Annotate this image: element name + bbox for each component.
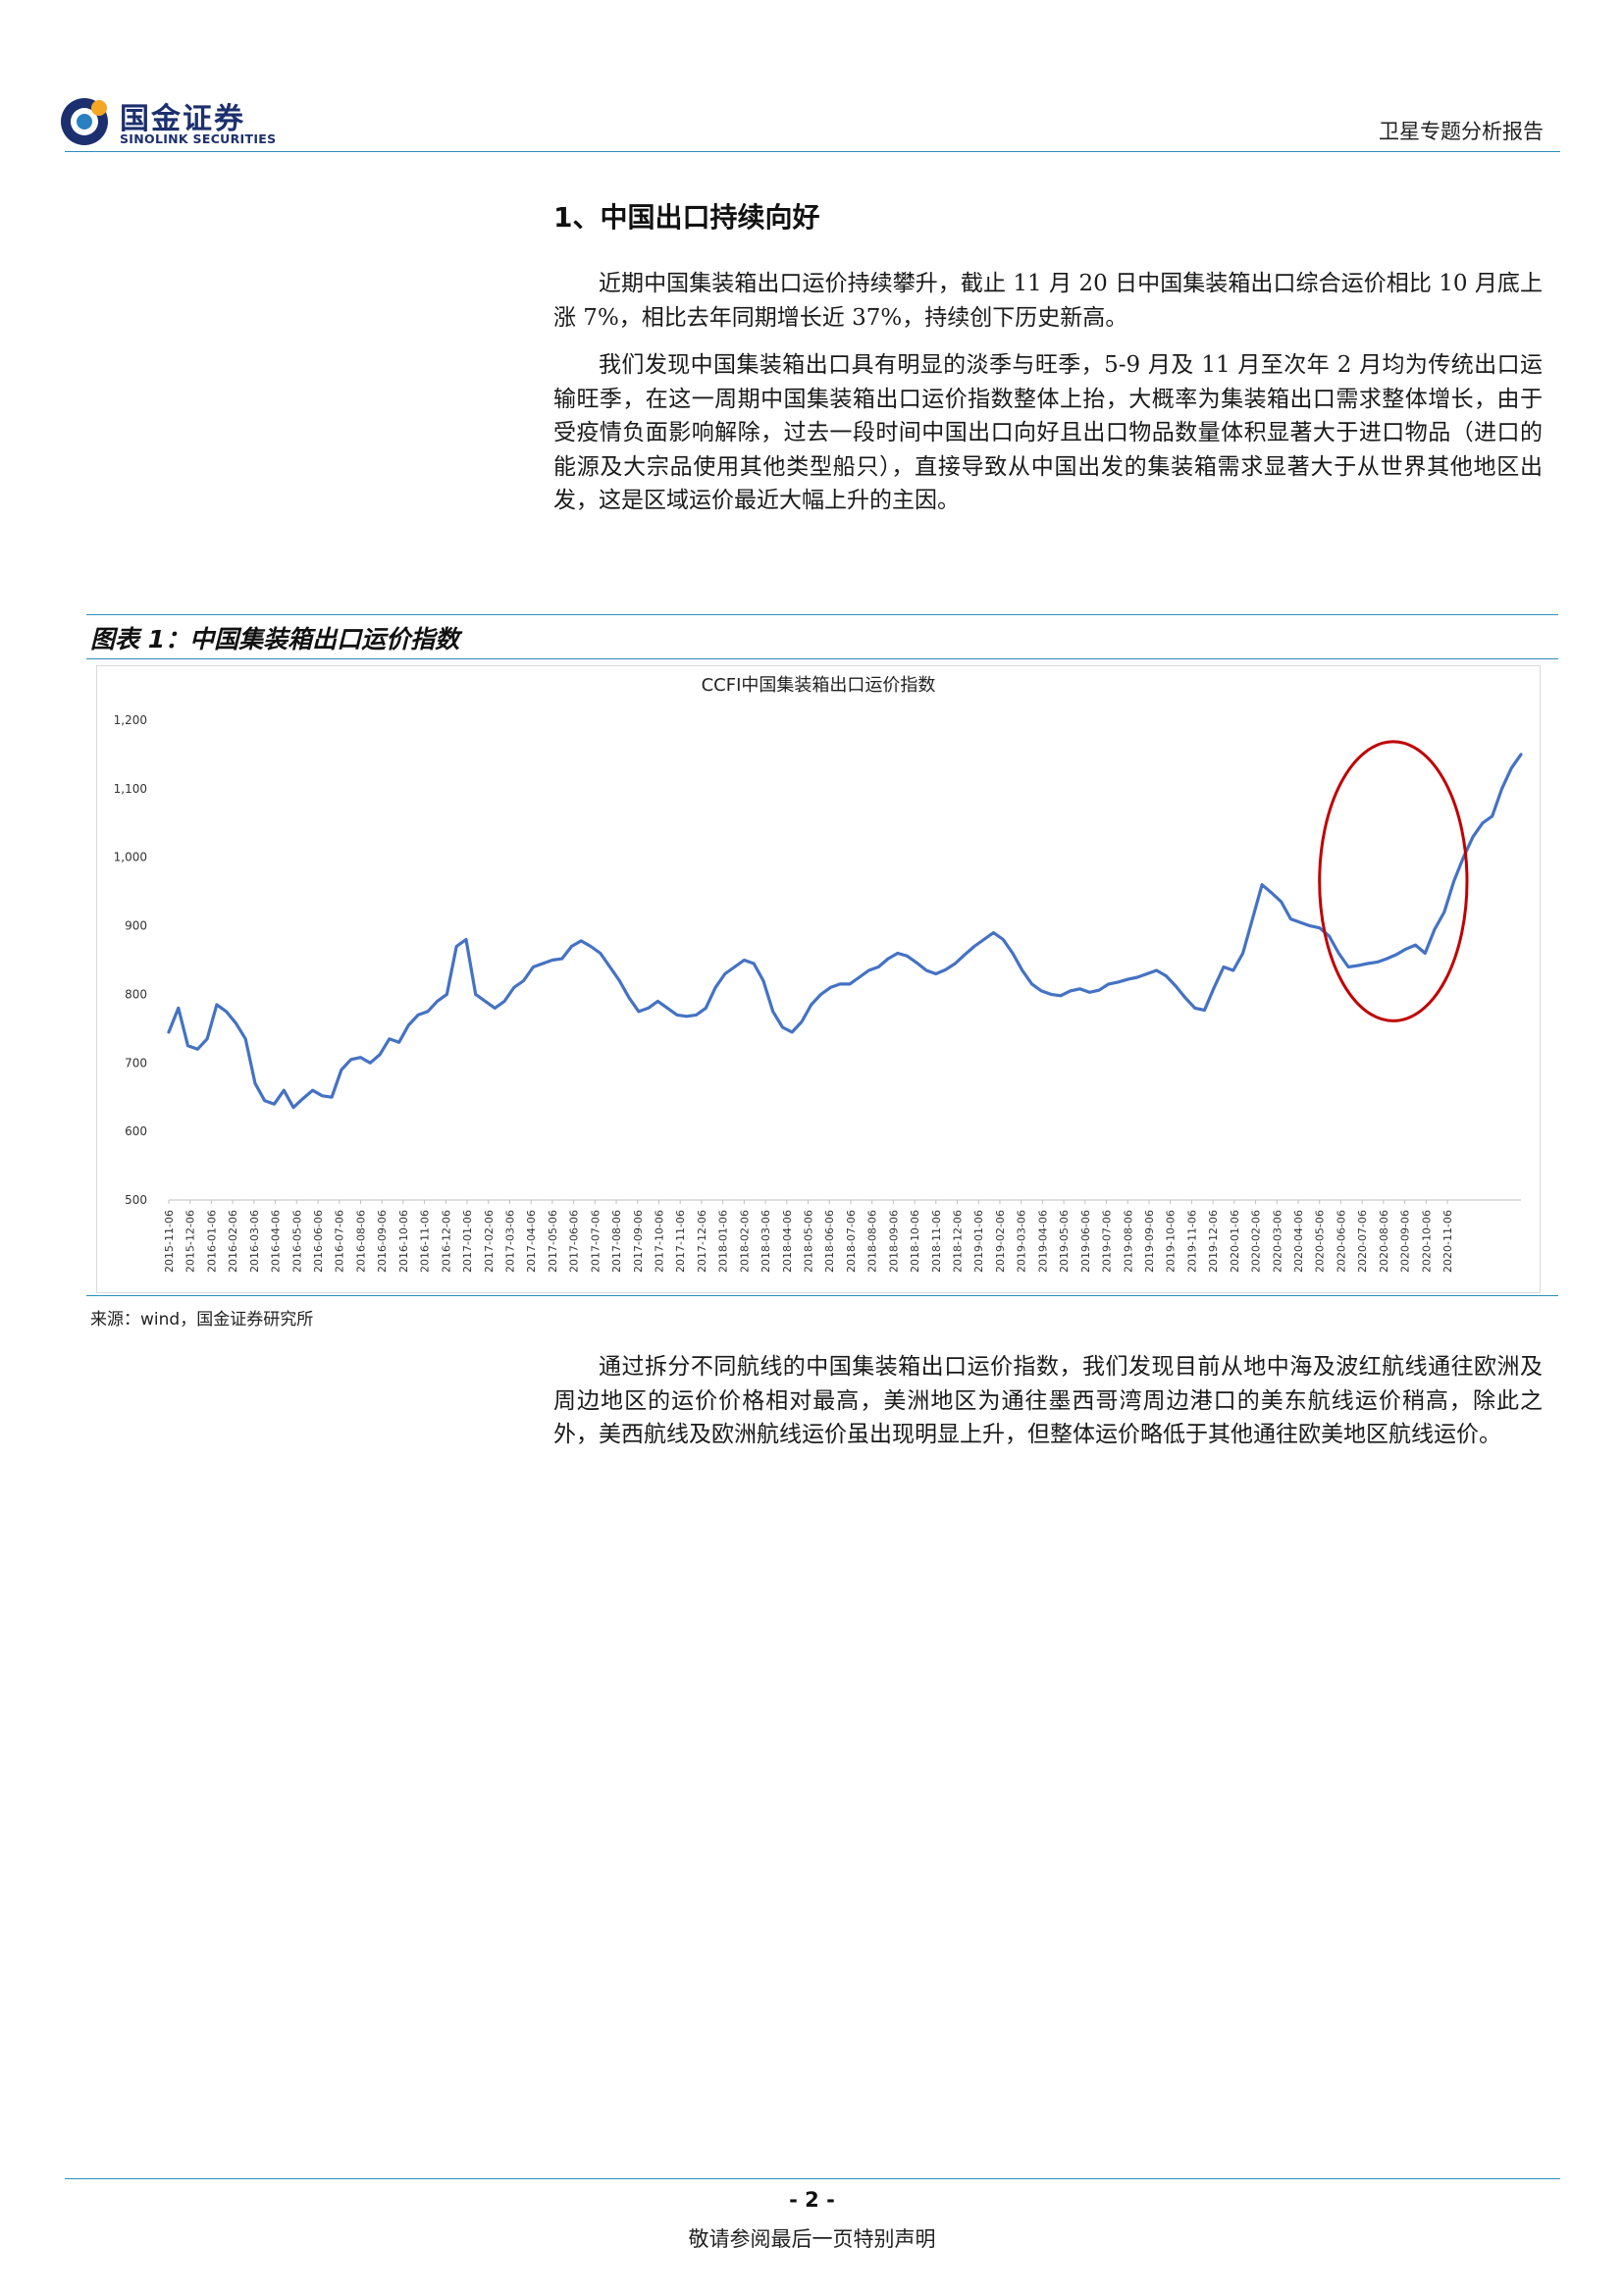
x-tick-label: 2018-12-06 bbox=[952, 1210, 965, 1273]
company-logo: 国金证券 SINOLINK SECURITIES bbox=[59, 90, 302, 151]
x-tick-label: 2017-01-06 bbox=[461, 1210, 474, 1273]
x-tick-label: 2015-11-06 bbox=[163, 1210, 176, 1273]
x-tick-label: 2016-02-06 bbox=[227, 1210, 239, 1273]
x-axis: 2015-11-06 2015-12-06 2016-01-06 2016-02-06… bbox=[163, 1199, 1521, 1273]
x-tick-label: 2020-03-06 bbox=[1271, 1210, 1283, 1273]
x-tick-label: 2018-09-06 bbox=[887, 1210, 900, 1273]
figure-bottom-rule bbox=[86, 1295, 1558, 1296]
x-tick-label: 2016-01-06 bbox=[205, 1210, 218, 1273]
x-tick-label: 2018-03-06 bbox=[760, 1210, 772, 1273]
logo-text-cn: 国金证券 bbox=[120, 102, 245, 136]
footer-disclaimer: 敬请参阅最后一页特别声明 bbox=[688, 2227, 936, 2251]
logo-text-en: SINOLINK SECURITIES bbox=[120, 131, 277, 146]
section-title: 1、中国出口持续向好 bbox=[553, 201, 820, 234]
x-tick-label: 2016-09-06 bbox=[376, 1210, 389, 1273]
x-tick-label: 2016-10-06 bbox=[397, 1210, 410, 1273]
highlight-ellipse bbox=[1318, 740, 1469, 1022]
x-tick-label: 2019-03-06 bbox=[1016, 1210, 1028, 1273]
x-tick-label: 2020-06-06 bbox=[1335, 1210, 1347, 1273]
y-tick-label: 700 bbox=[125, 1056, 147, 1070]
x-tick-label: 2017-06-06 bbox=[568, 1210, 581, 1273]
x-tick-label: 2018-11-06 bbox=[930, 1210, 943, 1273]
x-tick-label: 2018-10-06 bbox=[909, 1210, 921, 1273]
y-tick-label: 1,200 bbox=[114, 713, 147, 727]
ccfi-line-chart: CCFI中国集装箱出口运价指数 500 600 700 800 900 1,000 1,10… bbox=[96, 665, 1541, 1293]
x-tick-label: 2020-10-06 bbox=[1420, 1210, 1433, 1273]
x-tick-label: 2018-05-06 bbox=[803, 1210, 815, 1273]
x-tick-label: 2017-12-06 bbox=[696, 1210, 708, 1273]
chart-border bbox=[96, 665, 1541, 1293]
x-tick-label: 2018-04-06 bbox=[781, 1210, 794, 1273]
logo-mark-icon bbox=[61, 98, 108, 145]
x-tick-label: 2017-02-06 bbox=[483, 1210, 496, 1273]
x-tick-label: 2019-05-06 bbox=[1058, 1210, 1071, 1273]
x-tick-label: 2016-11-06 bbox=[419, 1210, 432, 1273]
x-tick-label: 2020-02-06 bbox=[1250, 1210, 1263, 1273]
x-tick-label: 2018-01-06 bbox=[717, 1210, 730, 1273]
y-tick-label: 1,100 bbox=[114, 782, 147, 796]
chart-title: CCFI中国集装箱出口运价指数 bbox=[702, 675, 936, 696]
y-tick-label: 600 bbox=[125, 1124, 147, 1138]
x-tick-label: 2017-08-06 bbox=[610, 1210, 623, 1273]
footer-divider bbox=[65, 2178, 1560, 2179]
figure-source: 来源：wind，国金证券研究所 bbox=[90, 1310, 314, 1330]
x-tick-label: 2017-11-06 bbox=[674, 1210, 687, 1273]
x-tick-label: 2017-04-06 bbox=[525, 1210, 538, 1273]
x-tick-label: 2016-08-06 bbox=[354, 1210, 367, 1273]
x-tick-label: 2017-07-06 bbox=[589, 1210, 602, 1273]
figure-caption-rule bbox=[86, 658, 1558, 659]
x-tick-label: 2018-07-06 bbox=[845, 1210, 858, 1273]
report-type-label: 卫星专题分析报告 bbox=[1379, 120, 1544, 143]
x-tick-label: 2017-09-06 bbox=[632, 1210, 645, 1273]
x-tick-label: 2019-09-06 bbox=[1143, 1210, 1156, 1273]
x-tick-label: 2019-11-06 bbox=[1185, 1210, 1198, 1273]
x-tick-label: 2018-02-06 bbox=[738, 1210, 751, 1273]
plot-area bbox=[167, 740, 1523, 1110]
x-tick-label: 2016-05-06 bbox=[290, 1210, 303, 1273]
paragraph-3: 通过拆分不同航线的中国集装箱出口运价指数，我们发现目前从地中海及波红航线通往欧洲… bbox=[553, 1354, 1543, 1447]
x-tick-label: 2016-12-06 bbox=[440, 1210, 452, 1273]
x-tick-label: 2016-03-06 bbox=[248, 1210, 261, 1273]
x-tick-label: 2018-08-06 bbox=[866, 1210, 879, 1273]
paragraph-2: 我们发现中国集装箱出口具有明显的淡季与旺季，5-9 月及 11 月至次年 2 月… bbox=[553, 352, 1543, 513]
y-tick-label: 900 bbox=[125, 919, 147, 933]
x-tick-label: 2017-10-06 bbox=[653, 1210, 665, 1273]
x-tick-label: 2016-04-06 bbox=[270, 1210, 283, 1273]
page-number: - 2 - bbox=[789, 2188, 835, 2212]
chart-container: CCFI中国集装箱出口运价指数 500 600 700 800 900 1,000 1,10… bbox=[96, 665, 1541, 1293]
paragraph-1: 近期中国集装箱出口运价持续攀升，截止 11 月 20 日中国集装箱出口综合运价相… bbox=[553, 271, 1543, 331]
x-tick-label: 2020-04-06 bbox=[1292, 1210, 1305, 1273]
x-tick-label: 2020-08-06 bbox=[1378, 1210, 1390, 1273]
x-tick-label: 2020-05-06 bbox=[1314, 1210, 1327, 1273]
header-divider bbox=[65, 151, 1560, 152]
y-tick-label: 500 bbox=[125, 1193, 147, 1207]
x-tick-label: 2015-12-06 bbox=[184, 1210, 197, 1273]
x-tick-label: 2020-07-06 bbox=[1356, 1210, 1369, 1273]
x-tick-label: 2019-08-06 bbox=[1122, 1210, 1134, 1273]
x-tick-label: 2020-01-06 bbox=[1229, 1210, 1241, 1273]
y-axis: 500 600 700 800 900 1,000 1,100 1,200 bbox=[114, 713, 147, 1207]
x-tick-label: 2016-07-06 bbox=[334, 1210, 346, 1273]
x-tick-label: 2019-10-06 bbox=[1165, 1210, 1178, 1273]
x-tick-label: 2016-06-06 bbox=[312, 1210, 325, 1273]
x-tick-label: 2020-11-06 bbox=[1441, 1210, 1454, 1273]
x-tick-label: 2017-05-06 bbox=[547, 1210, 559, 1273]
x-tick-label: 2018-06-06 bbox=[823, 1210, 836, 1273]
x-tick-label: 2017-03-06 bbox=[503, 1210, 516, 1273]
series-line bbox=[167, 753, 1523, 1110]
x-tick-label: 2019-07-06 bbox=[1101, 1210, 1114, 1273]
y-tick-label: 800 bbox=[125, 987, 147, 1001]
x-tick-label: 2020-09-06 bbox=[1399, 1210, 1412, 1273]
x-tick-label: 2019-12-06 bbox=[1207, 1210, 1220, 1273]
figure-top-rule bbox=[86, 614, 1558, 615]
y-tick-label: 1,000 bbox=[114, 851, 147, 864]
x-tick-label: 2019-04-06 bbox=[1036, 1210, 1049, 1273]
x-tick-label: 2019-06-06 bbox=[1079, 1210, 1092, 1273]
x-tick-label: 2019-02-06 bbox=[994, 1210, 1007, 1273]
figure-caption: 图表 1：中国集装箱出口运价指数 bbox=[90, 625, 460, 653]
x-tick-label: 2019-01-06 bbox=[972, 1210, 985, 1273]
